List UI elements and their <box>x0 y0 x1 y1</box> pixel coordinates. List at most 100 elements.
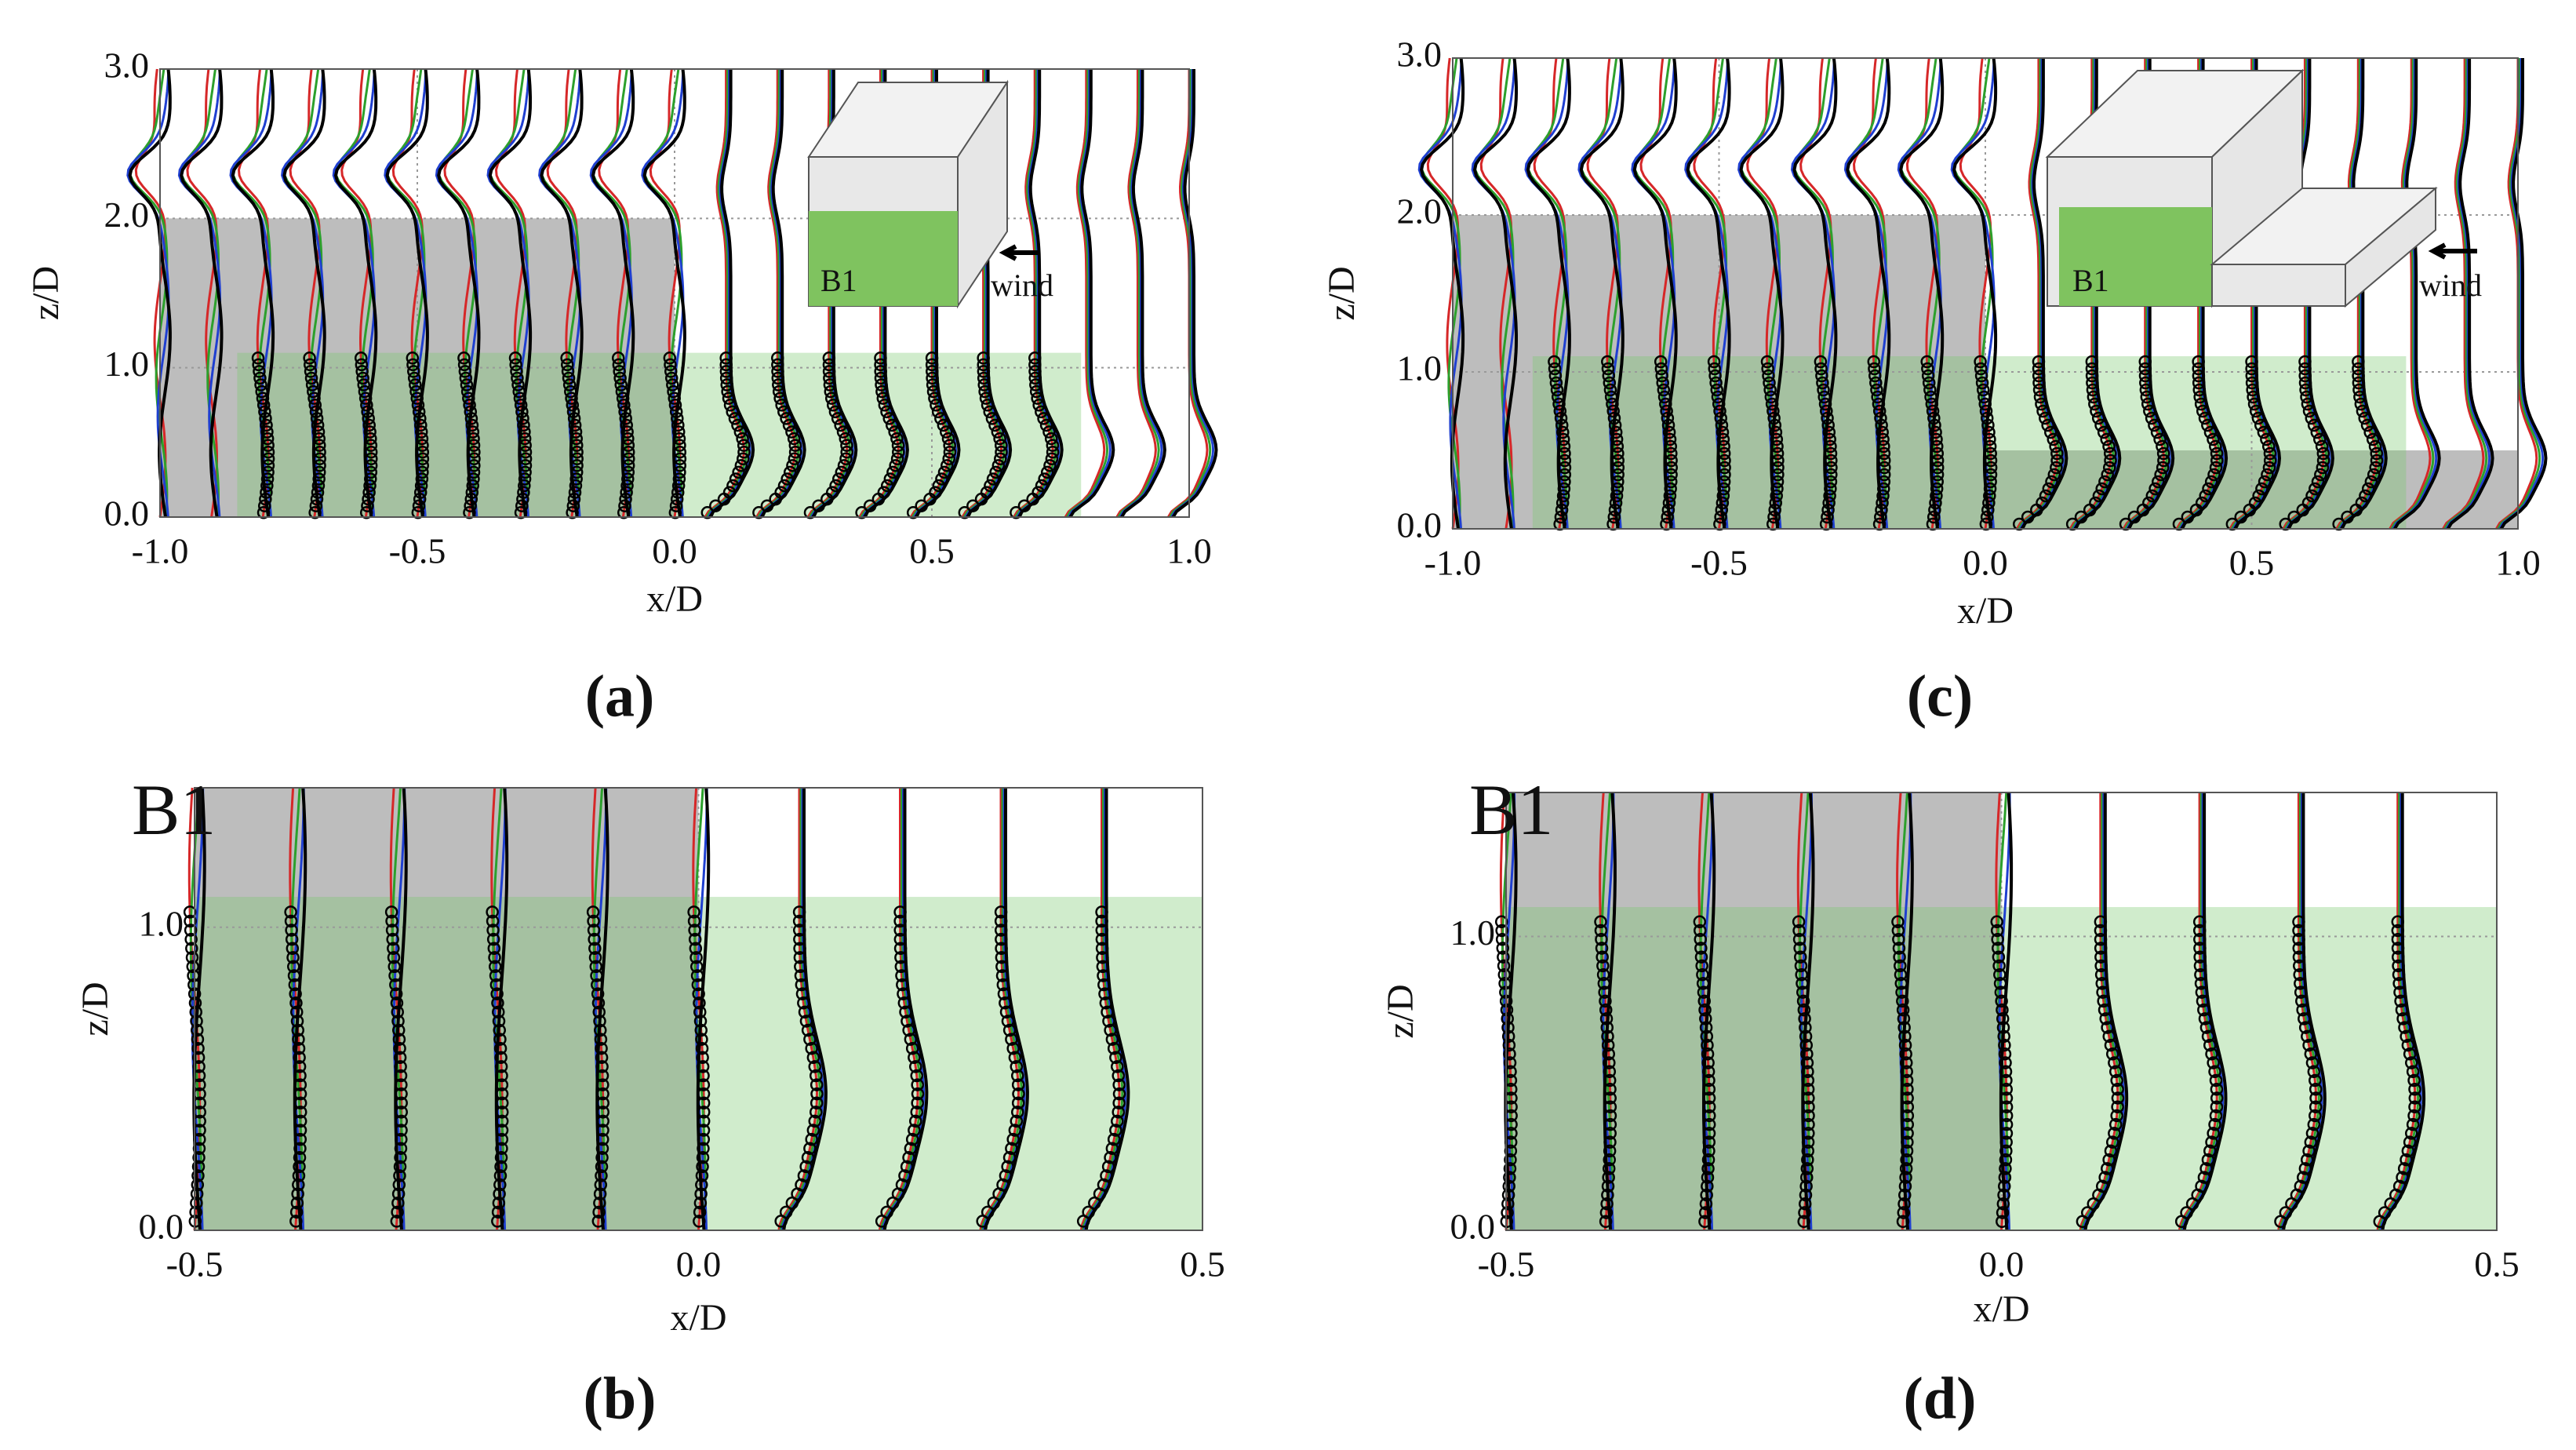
measurement-point <box>260 472 275 486</box>
measurement-point <box>1601 362 1615 376</box>
measurement-point <box>566 399 580 412</box>
measurement-point <box>2100 432 2113 446</box>
measurement-point <box>1707 355 1721 369</box>
measurement-point <box>1800 1162 1814 1175</box>
measurement-point <box>1825 468 1838 482</box>
measurement-point <box>516 412 529 425</box>
measurement-point <box>611 352 625 365</box>
measurement-point <box>1799 1188 1813 1202</box>
measurement-point <box>253 365 266 378</box>
measurement-point <box>1502 1179 1515 1193</box>
measurement-point <box>1082 1205 1095 1219</box>
measurement-point <box>562 371 576 385</box>
measurement-point <box>486 914 500 928</box>
measurement-point <box>1694 932 1708 946</box>
measurement-point <box>983 405 996 419</box>
measurement-point <box>902 1151 915 1164</box>
measurement-point <box>184 924 198 937</box>
measurement-point <box>2261 468 2274 482</box>
measurement-point <box>1552 397 1566 411</box>
measurement-point <box>2293 959 2306 973</box>
profile-line <box>649 68 682 518</box>
measurement-point <box>2096 985 2109 999</box>
measurement-point <box>995 942 1008 955</box>
measurement-point <box>668 506 682 519</box>
measurement-point <box>880 405 893 419</box>
measurement-point <box>2305 1127 2319 1140</box>
measurement-point <box>1930 461 1945 475</box>
measurement-point <box>801 1151 815 1164</box>
measurement-point <box>592 1205 606 1219</box>
measurement-point <box>293 1051 306 1065</box>
measurement-point <box>799 1015 813 1028</box>
measurement-point <box>939 425 953 439</box>
measurement-point <box>1008 1124 1022 1137</box>
measurement-point <box>257 506 271 519</box>
measurement-point <box>988 418 1002 432</box>
measurement-point <box>1028 365 1042 378</box>
profile-line <box>129 68 169 518</box>
measurement-point <box>823 371 836 385</box>
measurement-point <box>1010 1114 1024 1128</box>
measurement-point <box>2408 1100 2421 1113</box>
y-tick-label: 0.0 <box>1450 1207 1496 1247</box>
measurement-point <box>311 425 326 439</box>
measurement-point <box>771 358 784 372</box>
measurement-point <box>1974 362 1988 376</box>
measurement-point <box>1824 439 1837 454</box>
measurement-point <box>286 942 300 955</box>
measurement-point <box>1760 355 1774 369</box>
measurement-point <box>261 452 275 466</box>
measurement-point <box>2298 376 2312 390</box>
measurement-point <box>1771 461 1785 475</box>
measurement-point <box>1926 404 1940 418</box>
measurement-point <box>595 1060 609 1073</box>
measurement-point <box>391 1005 404 1019</box>
measurement-point <box>2202 482 2215 496</box>
profile-line <box>180 68 224 518</box>
measurement-point <box>687 914 701 928</box>
measurement-point <box>595 1151 609 1164</box>
measurement-point <box>1801 1153 1814 1167</box>
measurement-point <box>824 392 839 405</box>
measurement-point <box>386 932 399 946</box>
measurement-point <box>1982 425 1996 439</box>
measurement-point <box>1654 355 1668 369</box>
measurement-point <box>2234 510 2248 524</box>
measurement-point <box>1548 355 1561 369</box>
measurement-point <box>2408 1082 2421 1096</box>
measurement-point <box>977 378 991 392</box>
measurement-point <box>292 1178 305 1192</box>
measurement-point <box>2042 482 2056 496</box>
measurement-point <box>362 418 376 432</box>
measurement-point <box>793 951 807 964</box>
measurement-point <box>1603 376 1617 390</box>
measurement-point <box>1802 1109 1815 1123</box>
measurement-point <box>486 924 500 937</box>
measurement-point <box>1715 418 1729 432</box>
measurement-point <box>293 1106 307 1119</box>
measurement-point <box>1899 1047 1912 1061</box>
measurement-point <box>999 1169 1013 1182</box>
measurement-point <box>1611 475 1625 489</box>
profile-line <box>704 69 746 518</box>
measurement-point <box>779 1205 793 1219</box>
measurement-point <box>1096 960 1110 974</box>
measurement-point <box>284 905 297 919</box>
measurement-point <box>1717 482 1730 496</box>
measurement-point <box>2203 1038 2217 1052</box>
measurement-point <box>293 1060 307 1073</box>
measurement-point <box>492 1196 506 1210</box>
measurement-point <box>1897 1021 1911 1034</box>
measurement-point <box>1702 1073 1716 1088</box>
measurement-point <box>1029 378 1042 392</box>
measurement-point <box>1603 1127 1617 1140</box>
measurement-point <box>466 479 479 493</box>
measurement-point <box>1608 418 1622 432</box>
measurement-point <box>388 969 402 982</box>
measurement-point <box>260 425 274 439</box>
measurement-point <box>393 1169 406 1182</box>
measurement-point <box>593 1015 606 1028</box>
measurement-point <box>878 399 892 412</box>
measurement-point <box>1665 454 1678 468</box>
